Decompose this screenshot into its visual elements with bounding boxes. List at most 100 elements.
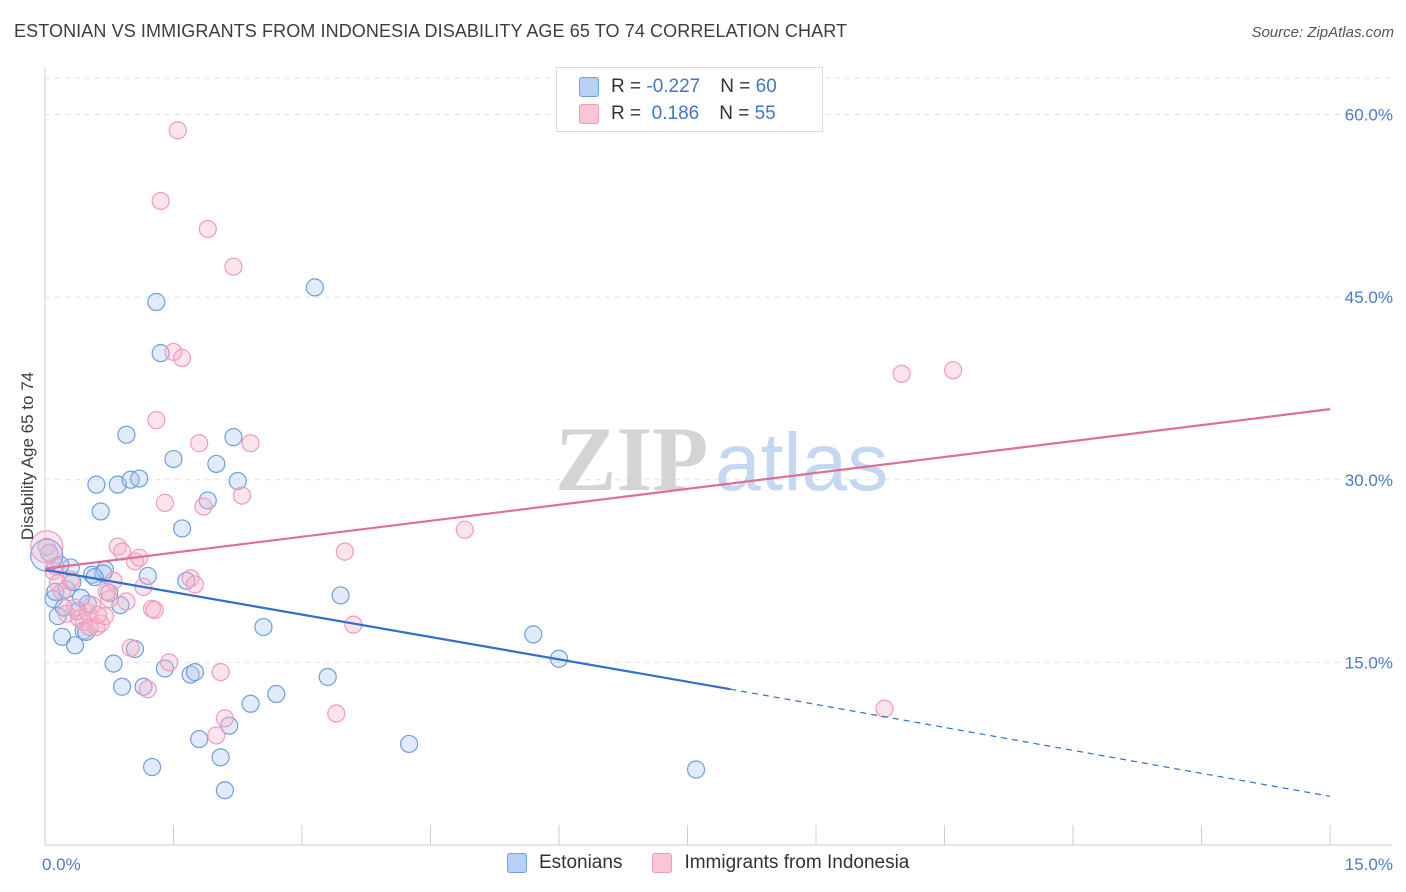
point-estonians (87, 475, 106, 494)
legend-swatch-estonians (579, 77, 599, 97)
point-indonesia (145, 600, 164, 620)
point-estonians (71, 588, 91, 607)
point-indonesia (121, 638, 140, 657)
point-indonesia (943, 361, 963, 380)
grid-lines (45, 77, 1392, 663)
point-indonesia (37, 537, 56, 556)
point-indonesia (147, 411, 166, 430)
point-estonians (224, 428, 243, 447)
point-estonians (130, 469, 149, 488)
watermark-zip: ZIP (555, 408, 708, 510)
point-estonians (112, 677, 132, 696)
scatter-points (30, 121, 963, 800)
point-indonesia (151, 191, 170, 211)
legend-r-value: -0.227 (646, 76, 701, 97)
y-tick-label: 15.0% (1345, 653, 1393, 672)
point-indonesia (194, 497, 213, 516)
point-estonians (53, 627, 72, 646)
x-tick-label: 0.0% (42, 855, 81, 874)
legend-r-value: 0.186 (646, 103, 700, 124)
point-estonians (267, 684, 286, 704)
series-label-indonesia: Immigrants from Indonesia (684, 852, 910, 873)
point-indonesia (172, 348, 192, 368)
point-estonians (147, 292, 166, 312)
series-legend: Estonians Immigrants from Indonesia (507, 852, 939, 874)
point-estonians (254, 617, 273, 637)
point-indonesia (185, 575, 205, 594)
point-estonians (211, 748, 230, 767)
point-estonians (142, 757, 162, 777)
legend-n-value: 60 (755, 76, 777, 97)
point-estonians (524, 625, 543, 644)
series-legend-indonesia: Immigrants from Indonesia (652, 852, 909, 874)
point-indonesia (241, 434, 260, 453)
point-estonians (318, 667, 337, 687)
point-indonesia (95, 607, 115, 626)
point-indonesia (215, 709, 234, 728)
chart-title: ESTONIAN VS IMMIGRANTS FROM INDONESIA DI… (14, 21, 848, 41)
x-tick-label: 15.0% (1345, 855, 1393, 874)
trend-lines (44, 408, 1331, 797)
axis-labels: 15.0% 30.0% 45.0% 60.0% 0.0% 15.0% Disability … (18, 106, 1393, 874)
point-estonians (172, 519, 192, 538)
watermark-atlas: atlas (715, 417, 888, 508)
point-indonesia (892, 364, 911, 383)
point-estonians (104, 654, 123, 673)
legend-swatch-indonesia (579, 104, 599, 124)
point-estonians (65, 636, 85, 655)
chart-source: Source: ZipAtlas.com (1251, 24, 1394, 41)
legend-n-value: 55 (754, 103, 776, 124)
point-estonians (138, 566, 157, 586)
series-legend-estonians: Estonians (507, 852, 622, 874)
point-indonesia (97, 582, 116, 601)
point-indonesia (83, 596, 102, 615)
y-tick-label: 30.0% (1345, 471, 1393, 490)
point-estonians (91, 502, 110, 521)
series-swatch-indonesia (652, 853, 673, 873)
axes (44, 68, 1392, 846)
point-indonesia (198, 219, 217, 239)
point-indonesia (224, 257, 243, 276)
trend-line-indonesia (44, 408, 1331, 570)
point-indonesia (160, 653, 179, 672)
point-estonians (117, 425, 136, 444)
legend-n-label: N = (719, 103, 755, 124)
point-estonians (151, 344, 170, 363)
stats-legend: R = -0.227 N = 60 R = 0.186 N = 55 (556, 67, 823, 132)
point-indonesia (875, 699, 894, 718)
point-indonesia (168, 121, 187, 140)
point-estonians (164, 449, 183, 469)
y-tick-label: 45.0% (1345, 288, 1393, 307)
trend-line-estonians (44, 568, 731, 691)
point-indonesia (190, 434, 209, 453)
point-estonians (399, 734, 419, 754)
point-indonesia (335, 542, 354, 561)
legend-row-indonesia: R = 0.186 N = 55 (579, 100, 776, 128)
point-indonesia (207, 726, 226, 745)
point-indonesia (455, 520, 474, 539)
legend-r-label: R = (611, 103, 647, 124)
trend-line-estonians-extension (730, 688, 1331, 797)
point-indonesia (155, 493, 175, 512)
point-indonesia (138, 680, 157, 699)
point-estonians (190, 729, 209, 749)
point-estonians (228, 471, 247, 491)
point-estonians (207, 454, 226, 474)
legend-r-label: R = (611, 76, 647, 97)
y-axis-title: Disability Age 65 to 74 (18, 372, 37, 540)
point-estonians (305, 278, 324, 297)
legend-row-estonians: R = -0.227 N = 60 (579, 73, 777, 101)
point-estonians (686, 760, 706, 779)
point-estonians (241, 694, 260, 713)
point-indonesia (117, 592, 136, 611)
point-indonesia (211, 663, 230, 682)
legend-n-label: N = (720, 76, 756, 97)
point-indonesia (89, 605, 108, 625)
y-tick-label: 60.0% (1345, 106, 1393, 125)
point-estonians (331, 586, 350, 605)
point-indonesia (327, 704, 346, 723)
series-swatch-estonians (507, 853, 527, 873)
point-estonians (215, 781, 234, 800)
series-label-estonians: Estonians (539, 852, 623, 873)
